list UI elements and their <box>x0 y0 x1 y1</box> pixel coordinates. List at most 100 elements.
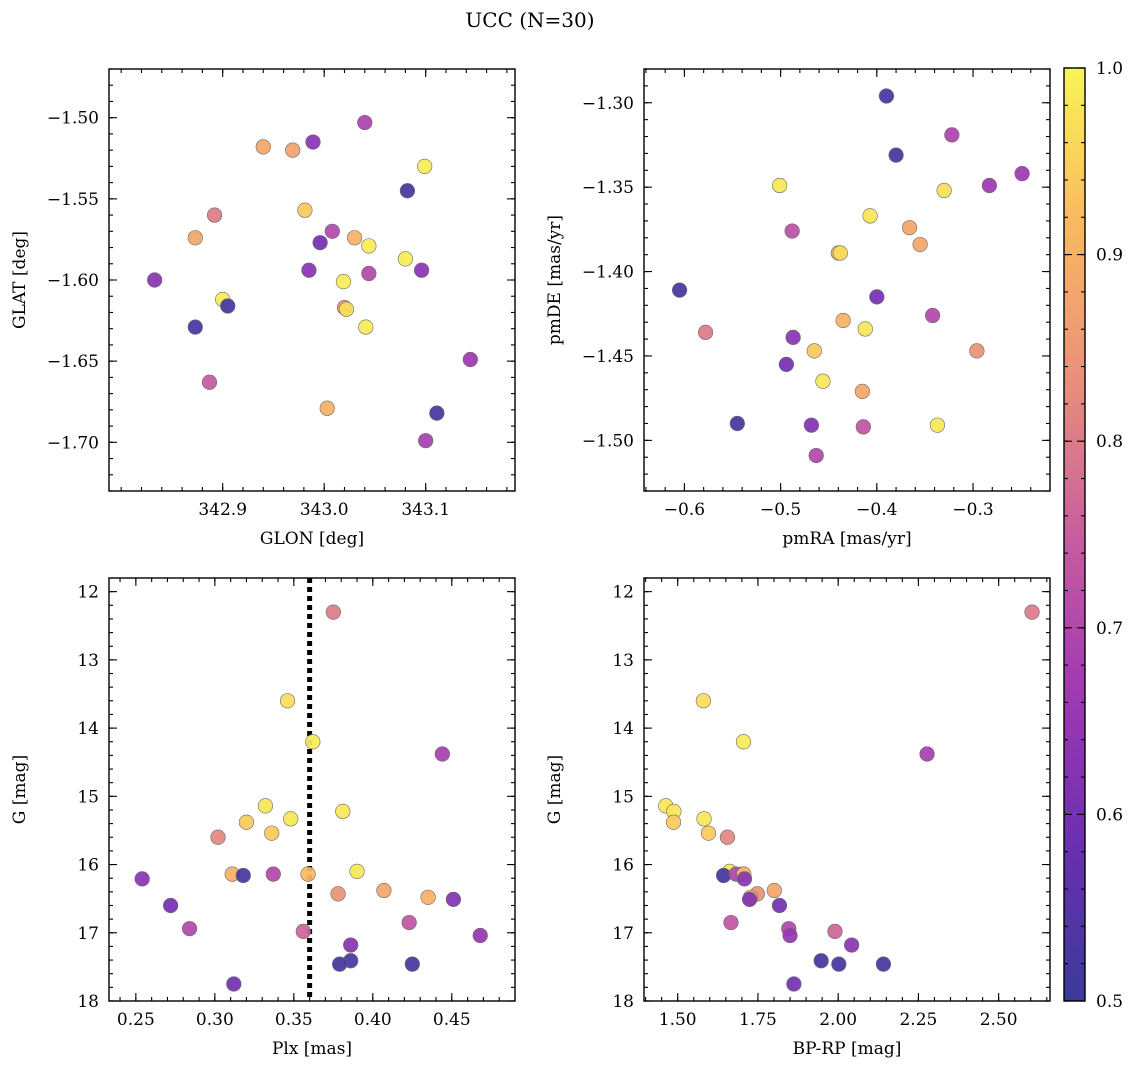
data-point <box>844 937 860 953</box>
data-points <box>134 604 488 992</box>
data-point <box>835 312 851 329</box>
data-point <box>735 734 752 750</box>
plot-frame <box>643 68 1051 492</box>
data-point <box>414 262 430 278</box>
data-point <box>472 927 488 944</box>
y-tick-label: 16 <box>612 856 634 876</box>
data-point <box>181 921 198 937</box>
data-point <box>729 415 745 432</box>
y-tick-label: 13 <box>612 651 634 671</box>
data-point <box>772 177 788 194</box>
data-point <box>832 245 848 261</box>
data-point <box>283 811 299 827</box>
y-tick-label: −1.50 <box>582 431 634 451</box>
data-point <box>343 937 359 953</box>
data-point <box>857 321 873 337</box>
data-point <box>404 956 420 972</box>
data-point <box>929 417 946 433</box>
x-axis-label: Plx [mas] <box>272 1039 352 1059</box>
data-point <box>330 886 346 902</box>
plot-frame <box>108 577 516 1002</box>
data-point <box>919 746 935 762</box>
y-tick-label: −1.30 <box>582 94 634 114</box>
y-tick-label: 18 <box>77 992 99 1012</box>
data-point <box>417 158 433 174</box>
x-tick-label: 1.50 <box>659 1010 697 1030</box>
x-axis-label: pmRA [mas/yr] <box>782 529 911 549</box>
data-point <box>912 236 928 253</box>
y-tick-label: 15 <box>77 787 99 807</box>
y-tick-label: −1.65 <box>47 352 99 372</box>
data-point <box>399 183 416 199</box>
data-point <box>338 301 355 317</box>
data-point <box>719 829 736 845</box>
data-point <box>981 177 997 194</box>
x-tick-label: 1.75 <box>739 1010 777 1030</box>
x-tick-label: 0.45 <box>433 1010 471 1030</box>
data-point <box>279 693 296 709</box>
colorbar-tick-label: 0.6 <box>1096 805 1123 825</box>
data-point <box>401 914 417 931</box>
data-point <box>925 307 941 324</box>
data-point <box>305 734 321 750</box>
data-point <box>206 207 223 223</box>
data-point <box>134 871 150 887</box>
x-tick-label: 0.25 <box>117 1010 155 1030</box>
y-tick-label: 18 <box>612 992 634 1012</box>
data-point <box>445 891 461 907</box>
data-point <box>300 866 316 882</box>
data-point <box>1024 604 1040 620</box>
data-point <box>238 814 255 830</box>
y-tick-label: −1.50 <box>47 109 99 129</box>
data-point <box>878 88 895 104</box>
x-tick-label: −0.3 <box>952 500 993 520</box>
data-point <box>429 405 445 421</box>
data-point <box>325 604 341 620</box>
data-point <box>210 829 226 845</box>
data-point <box>1014 166 1030 182</box>
data-point <box>265 866 281 882</box>
plot-frame <box>643 577 1051 1002</box>
y-axis-label: G [mag] <box>10 755 30 824</box>
data-point <box>305 134 321 150</box>
data-point <box>187 230 203 246</box>
data-point <box>264 825 280 841</box>
data-point <box>786 976 802 992</box>
data-point <box>347 230 363 246</box>
data-point <box>875 956 892 972</box>
data-point <box>297 202 313 218</box>
data-point <box>741 891 758 907</box>
data-point <box>700 825 717 841</box>
colorbar-tick-label: 0.7 <box>1096 619 1123 639</box>
data-points <box>671 88 1030 464</box>
panel-glon-glat: 342.9 343.0 343.1 −1.50 −1.55 −1.60 −1.65 −1.70… <box>10 68 516 549</box>
data-point <box>766 882 782 899</box>
data-point <box>397 251 413 267</box>
data-point <box>255 139 271 155</box>
y-tick-label: 13 <box>77 651 99 671</box>
colorbar-tick-label: 1.0 <box>1096 59 1123 79</box>
data-point <box>257 798 273 814</box>
data-point <box>697 324 714 340</box>
data-point <box>854 383 870 400</box>
data-point <box>324 223 340 239</box>
data-point <box>665 814 682 830</box>
y-tick-label: −1.40 <box>582 263 634 283</box>
data-point <box>671 282 688 298</box>
x-tick-label: −0.6 <box>664 500 705 520</box>
data-point <box>771 897 788 914</box>
data-point <box>855 419 871 435</box>
data-point <box>147 272 163 288</box>
x-tick-label: 343.0 <box>300 500 349 520</box>
data-point <box>358 319 374 335</box>
colorbar-tick-label: 0.9 <box>1096 246 1123 266</box>
y-tick-label: 15 <box>612 787 634 807</box>
data-point <box>462 351 478 368</box>
y-tick-label: 12 <box>77 583 99 603</box>
data-point <box>815 373 831 389</box>
colorbar-gradient <box>1064 68 1085 1001</box>
x-tick-label: 0.40 <box>354 1010 392 1030</box>
y-axis-label: G [mag] <box>545 755 565 824</box>
data-point <box>357 114 373 131</box>
minor-ticks <box>644 68 1051 492</box>
